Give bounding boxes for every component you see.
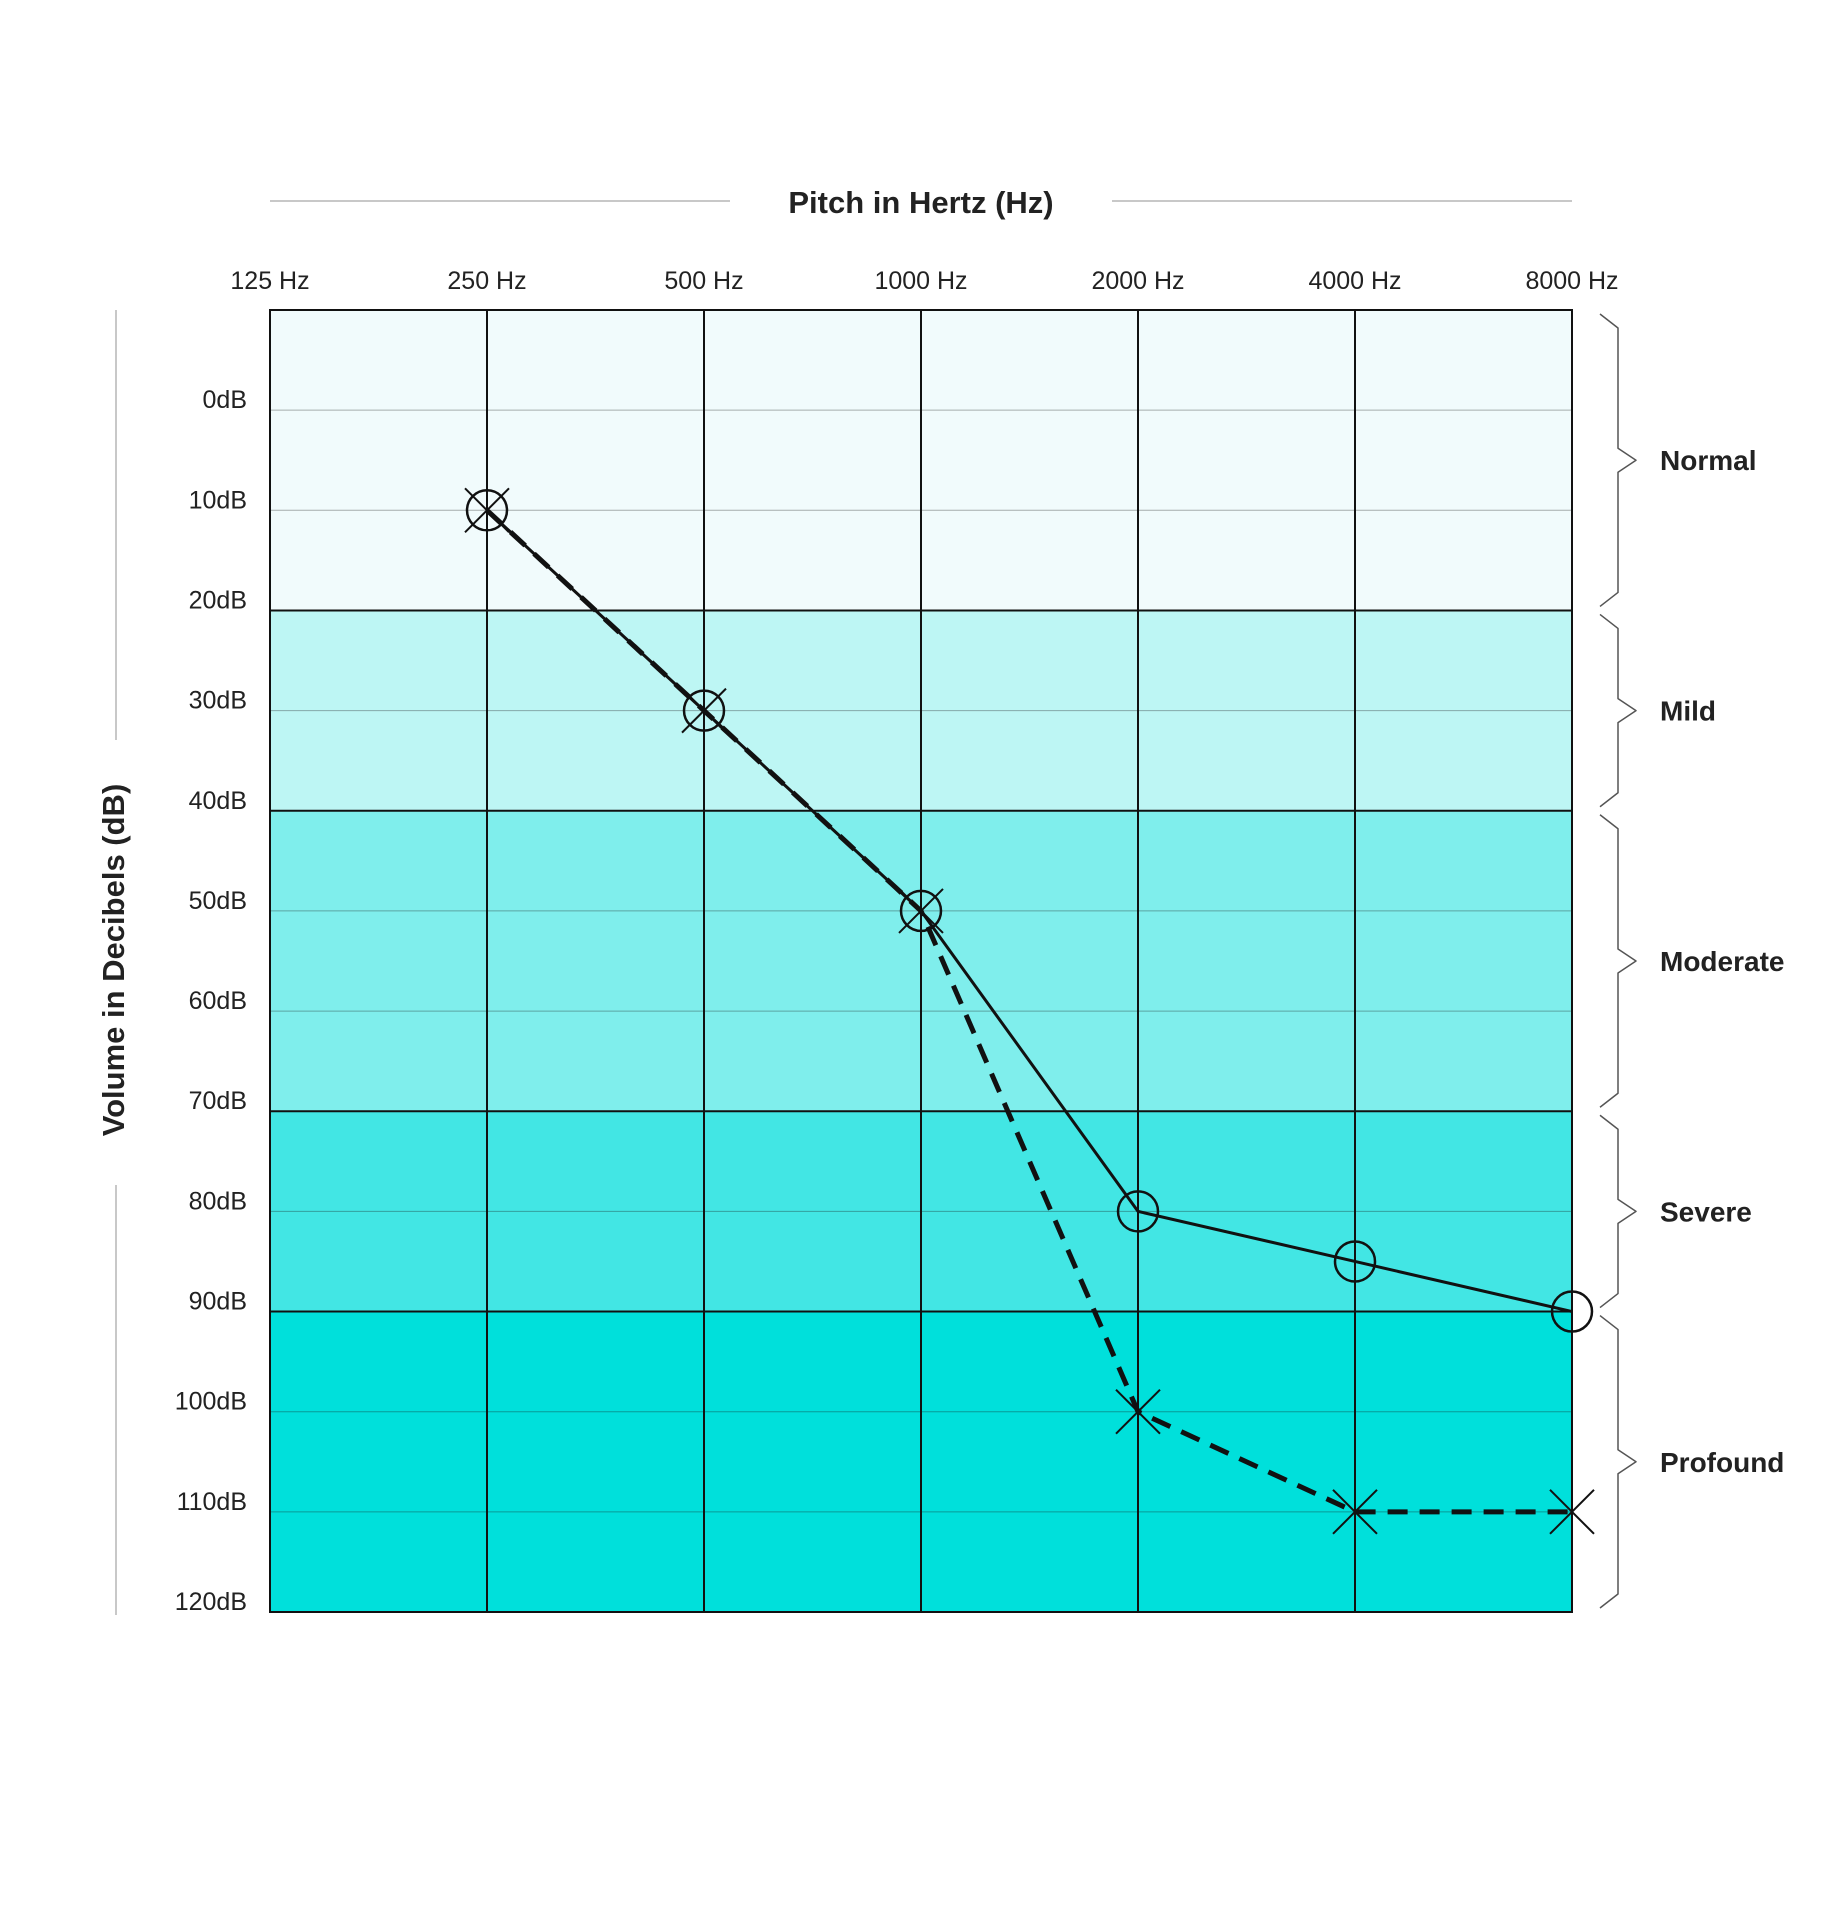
band-label-normal: Normal <box>1660 445 1756 476</box>
y-tick-label: 0dB <box>203 386 247 414</box>
band-brace <box>1599 1114 1637 1309</box>
point-marker-circle <box>682 689 726 732</box>
y-tick-label: 110dB <box>177 1488 247 1516</box>
y-tick-label: 120dB <box>175 1588 247 1616</box>
axis-ticks: 125 Hz 250 Hz 500 Hz 1000 Hz 2000 Hz 4000 Hz 8… <box>175 267 1619 1616</box>
point-marker-cross <box>1115 1388 1161 1435</box>
point-marker-cross <box>464 487 510 534</box>
series-line-dashed <box>485 508 1572 1515</box>
y-tick-label: 100dB <box>175 1388 247 1416</box>
y-tick-label: 10dB <box>189 486 247 514</box>
y-axis-title: Volume in Decibels (dB) <box>96 784 131 1137</box>
series-line-solid <box>485 509 1573 1314</box>
x-axis-title: Pitch in Hertz (Hz) <box>788 185 1053 220</box>
band-brace <box>1599 814 1637 1108</box>
data-series <box>464 487 1595 1535</box>
band-brace <box>1599 313 1637 608</box>
x-tick-label: 500 Hz <box>664 267 743 295</box>
point-marker-circle <box>1333 1240 1377 1283</box>
y-tick-label: 80dB <box>189 1187 247 1215</box>
y-tick-label: 20dB <box>189 586 247 614</box>
point-marker-circle <box>899 889 943 933</box>
point-marker-cross <box>681 687 727 734</box>
point-marker-cross <box>1332 1489 1378 1535</box>
y-tick-label: 70dB <box>189 1087 247 1115</box>
plot-frame <box>269 309 1573 1613</box>
x-tick-label: 250 Hz <box>447 267 526 295</box>
point-marker-cross <box>898 888 944 934</box>
y-tick-label: 50dB <box>189 887 247 915</box>
y-tick-label: 40dB <box>189 787 247 815</box>
band-label-moderate: Moderate <box>1660 946 1784 977</box>
band-brace <box>1599 613 1637 808</box>
x-tick-label: 1000 Hz <box>874 267 967 295</box>
x-tick-label: 125 Hz <box>230 267 309 295</box>
point-marker-circle <box>1116 1190 1160 1233</box>
band-brace <box>1599 1314 1637 1609</box>
x-tick-label: 2000 Hz <box>1091 267 1184 295</box>
band-label-mild: Mild <box>1660 696 1716 727</box>
point-marker-cross <box>1549 1489 1595 1535</box>
band-labels: Normal Mild Moderate Severe Profound <box>1599 313 1784 1609</box>
y-tick-label: 30dB <box>189 687 247 715</box>
x-tick-label: 4000 Hz <box>1308 267 1401 295</box>
band-label-severe: Severe <box>1660 1196 1752 1227</box>
grid <box>269 309 1573 1613</box>
band-label-profound: Profound <box>1660 1447 1784 1478</box>
point-marker-circle <box>465 489 509 532</box>
x-tick-label: 8000 Hz <box>1525 267 1618 295</box>
y-tick-label: 60dB <box>189 987 247 1015</box>
y-tick-label: 90dB <box>189 1288 247 1316</box>
point-marker-circle <box>1550 1290 1594 1333</box>
